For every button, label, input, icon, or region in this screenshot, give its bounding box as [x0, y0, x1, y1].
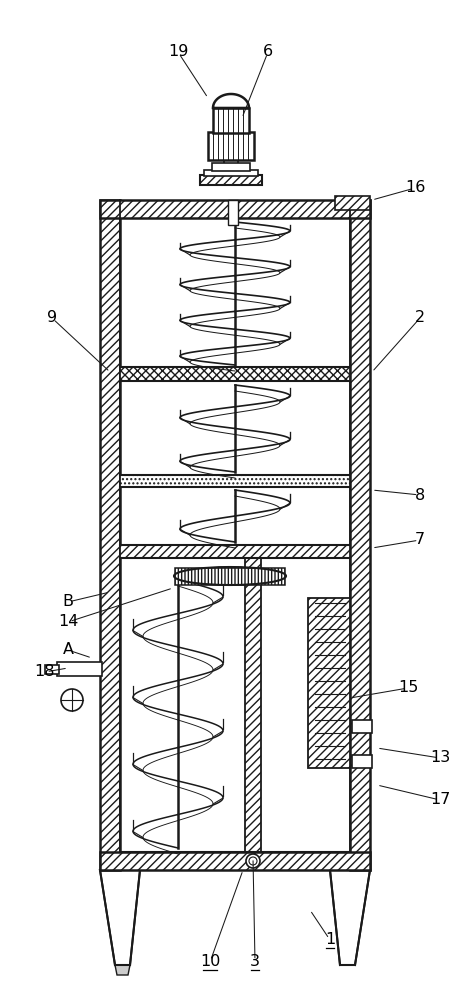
- Polygon shape: [213, 94, 249, 108]
- Text: 15: 15: [398, 680, 418, 696]
- Circle shape: [61, 689, 83, 711]
- Circle shape: [246, 854, 260, 868]
- Text: 17: 17: [430, 792, 450, 808]
- Text: A: A: [63, 643, 73, 658]
- Bar: [308, 598, 350, 768]
- Bar: [335, 196, 370, 210]
- Bar: [228, 200, 238, 225]
- Bar: [204, 170, 258, 176]
- Bar: [120, 367, 350, 381]
- Text: 13: 13: [430, 750, 450, 766]
- Bar: [45, 665, 59, 674]
- Text: 1: 1: [325, 932, 335, 948]
- Circle shape: [249, 857, 257, 865]
- Text: 19: 19: [168, 44, 188, 60]
- Polygon shape: [115, 965, 130, 975]
- Bar: [245, 558, 261, 852]
- Text: 16: 16: [405, 180, 425, 196]
- Text: B: B: [63, 594, 73, 609]
- Bar: [213, 108, 249, 133]
- Bar: [57, 662, 102, 676]
- Text: 6: 6: [263, 44, 273, 60]
- Bar: [120, 218, 350, 870]
- Bar: [208, 132, 254, 160]
- Bar: [350, 200, 370, 870]
- Text: 14: 14: [58, 614, 78, 630]
- Text: 7: 7: [415, 532, 425, 548]
- Bar: [120, 475, 350, 487]
- Text: 8: 8: [415, 488, 425, 502]
- Text: 18: 18: [35, 664, 55, 680]
- Bar: [224, 158, 238, 175]
- Bar: [100, 200, 120, 870]
- Polygon shape: [330, 870, 370, 965]
- Bar: [120, 545, 350, 558]
- Bar: [100, 852, 370, 870]
- Bar: [352, 720, 372, 733]
- Text: 10: 10: [200, 954, 220, 970]
- Text: 3: 3: [250, 954, 260, 970]
- Bar: [352, 755, 372, 768]
- Polygon shape: [100, 870, 140, 965]
- Bar: [200, 175, 262, 185]
- Text: 2: 2: [415, 310, 425, 326]
- Text: 9: 9: [47, 310, 57, 326]
- Bar: [100, 200, 370, 218]
- Bar: [212, 163, 250, 171]
- Bar: [175, 568, 285, 585]
